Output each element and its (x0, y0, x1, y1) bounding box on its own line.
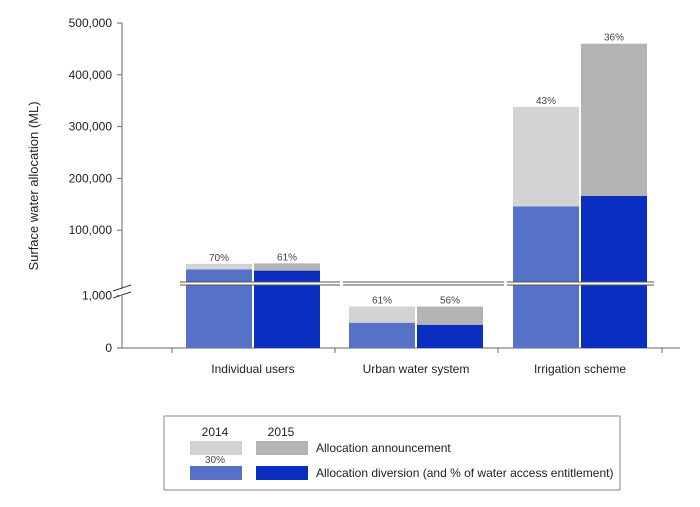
legend-pct-label: 30% (205, 455, 225, 466)
legend-swatch (190, 441, 242, 455)
y-tick-label: 500,000 (69, 16, 113, 30)
bar-diversion (186, 269, 252, 282)
pct-label: 70% (209, 253, 229, 264)
pct-label: 43% (536, 96, 556, 107)
bar-diversion (513, 285, 579, 348)
y-tick-label: 100,000 (69, 223, 113, 237)
bar-diversion (186, 285, 252, 348)
legend: 2014 2015 Allocation announcement 30% Alloca… (163, 415, 621, 491)
legend-swatch (256, 466, 308, 480)
legend-swatch (190, 466, 242, 480)
bar-diversion (581, 196, 647, 282)
chart-bars (180, 43, 654, 348)
pct-label: 36% (604, 33, 624, 44)
category-label: Urban water system (363, 362, 470, 376)
chart-labels: 70% 61% Individual users 61% 56% Urban water … (209, 33, 626, 376)
legend-label: Allocation announcement (316, 441, 451, 455)
bar-diversion (349, 322, 415, 348)
y-tick-label: 200,000 (69, 171, 113, 185)
legend-year-label: 2015 (268, 425, 295, 439)
bar-diversion (417, 324, 483, 348)
bar-announcement (581, 43, 647, 197)
axis-break-mark (112, 284, 132, 292)
bar-announcement (186, 263, 252, 270)
y-tick-label: 1,000 (82, 289, 112, 303)
pct-label: 61% (277, 252, 297, 263)
y-tick-label: 400,000 (69, 68, 113, 82)
bar-announcement (513, 106, 579, 207)
bar-diversion (254, 285, 320, 348)
bar-diversion (513, 206, 579, 282)
bar-announcement (254, 263, 320, 271)
legend-swatch (256, 441, 308, 455)
bar-diversion (254, 270, 320, 282)
pct-label: 61% (372, 296, 392, 307)
bar-announcement (417, 306, 483, 325)
y-tick-label: 0 (105, 341, 112, 355)
bar-announcement (349, 306, 415, 323)
legend-year-label: 2014 (202, 425, 229, 439)
y-axis-label: Surface water allocation (ML) (26, 101, 41, 270)
category-label: Irrigation scheme (534, 362, 626, 376)
legend-label: Allocation diversion (and % of water acc… (316, 466, 613, 480)
y-tick-label: 300,000 (69, 120, 113, 134)
pct-label: 56% (440, 296, 460, 307)
bar-diversion (581, 285, 647, 348)
break-band (180, 282, 654, 285)
category-label: Individual users (211, 362, 294, 376)
